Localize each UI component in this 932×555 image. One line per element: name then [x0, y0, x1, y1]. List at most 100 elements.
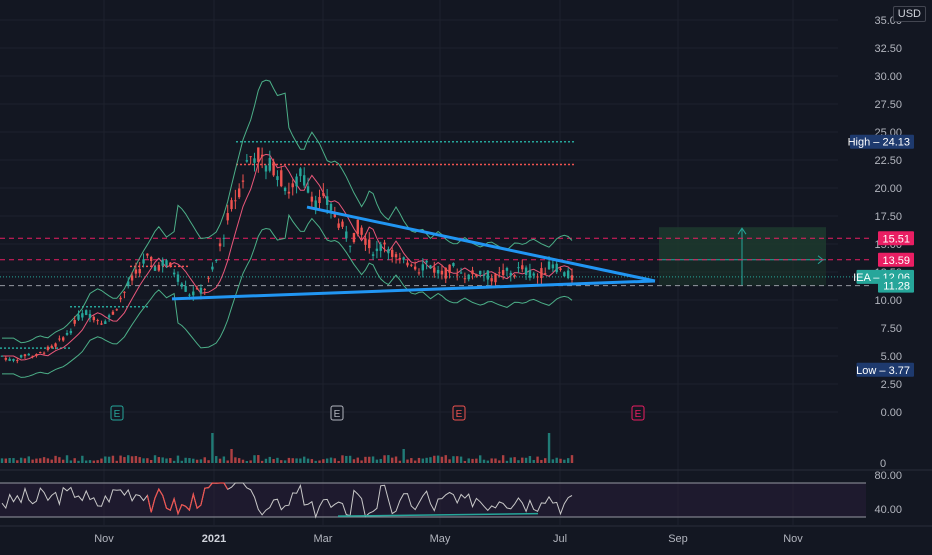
- volume-bar: [528, 456, 532, 463]
- volume-bar: [486, 460, 490, 463]
- volume-bar: [249, 460, 252, 463]
- candle-body: [490, 278, 493, 282]
- volume-bar: [172, 460, 176, 463]
- volume-bar: [149, 459, 153, 463]
- volume-bar: [371, 456, 375, 463]
- candle-body: [456, 274, 459, 276]
- volume-bar: [421, 458, 425, 463]
- volume-bar: [394, 456, 398, 463]
- candle-body: [413, 266, 417, 270]
- volume-bar: [111, 455, 115, 463]
- candle-body: [299, 168, 302, 177]
- volume-bar: [314, 460, 317, 463]
- volume-bar: [501, 455, 505, 463]
- candle-body: [463, 278, 467, 280]
- candle-body: [264, 165, 268, 172]
- grid-lines: [0, 0, 838, 525]
- candle-body: [203, 288, 206, 290]
- volume-bar: [283, 460, 287, 463]
- volume-bar: [77, 460, 80, 463]
- volume-bar: [234, 457, 237, 463]
- candle-body: [433, 267, 436, 273]
- volume-bar: [303, 456, 306, 463]
- candle-body: [62, 337, 65, 341]
- candle-body: [394, 254, 398, 258]
- candle-body: [505, 268, 509, 271]
- volume-bar: [0, 458, 4, 463]
- price-label-text: 13.59: [882, 255, 910, 267]
- volume-bar: [295, 458, 298, 463]
- volume-bar: [58, 457, 61, 463]
- earnings-marker: E: [110, 405, 124, 421]
- candle-body: [513, 275, 516, 277]
- candle-body: [272, 161, 275, 176]
- candle-body: [260, 154, 264, 157]
- candle-body: [268, 157, 271, 171]
- volume-bar: [12, 458, 15, 463]
- volume-bar: [337, 460, 340, 463]
- candles: [0, 147, 574, 364]
- rsi-axis-tick: 80.00: [874, 470, 902, 482]
- volume-bar: [306, 458, 310, 463]
- volume-bar: [368, 456, 371, 463]
- volume-bar: [92, 460, 96, 463]
- candle-body: [249, 156, 252, 158]
- triangle-lower-trendline: [171, 279, 656, 301]
- candle-body: [96, 320, 99, 322]
- candle-body: [551, 264, 555, 269]
- candle-body: [257, 147, 260, 162]
- candle-body: [478, 270, 482, 275]
- candle-body: [559, 268, 562, 270]
- price-label-box: [878, 278, 914, 293]
- volume-bar: [505, 460, 509, 463]
- candle-body: [0, 355, 4, 357]
- volume-bar: [299, 458, 302, 463]
- volume-bar: [96, 460, 99, 463]
- candle-body: [563, 272, 566, 277]
- volume-bar: [383, 455, 386, 463]
- price-label-text: 15.51: [882, 233, 910, 245]
- candle-body: [4, 357, 8, 360]
- projection-arrow-head: [737, 227, 747, 235]
- volume-bar: [188, 458, 191, 463]
- candle-body: [536, 276, 539, 278]
- candle-body: [165, 260, 168, 266]
- candle-body: [146, 253, 149, 256]
- candle-body: [509, 272, 512, 276]
- candle-body: [517, 267, 520, 269]
- candle-body: [16, 360, 19, 362]
- volume-bar: [142, 458, 145, 463]
- volume-bar: [566, 458, 570, 463]
- candle-body: [501, 270, 505, 276]
- candle-body: [368, 239, 371, 249]
- currency-label[interactable]: USD: [892, 6, 926, 22]
- volume-bar: [23, 458, 27, 463]
- volume-bar: [245, 460, 249, 463]
- candle-body: [410, 264, 413, 266]
- price-axis-tick: 27.50: [874, 99, 902, 111]
- candle-body: [180, 283, 183, 287]
- volume-bar: [547, 433, 551, 463]
- volume-bar: [341, 455, 344, 463]
- candle-body: [322, 192, 325, 196]
- volume-bar: [215, 456, 218, 463]
- price-label-box: [878, 252, 914, 267]
- volume-bar: [463, 460, 467, 463]
- volume-bar: [410, 458, 413, 463]
- volume-bar: [153, 455, 157, 463]
- candle-body: [532, 273, 535, 276]
- earnings-marker-label: E: [456, 409, 463, 420]
- volume-bar: [440, 456, 444, 463]
- earnings-marker: E: [330, 405, 344, 421]
- volume-bar: [563, 459, 566, 463]
- candle-body: [241, 180, 245, 182]
- candle-body: [65, 332, 69, 335]
- candle-body: [195, 287, 199, 290]
- volume-bar: [532, 459, 535, 463]
- candle-body: [566, 270, 570, 279]
- volume-bar: [35, 458, 38, 463]
- candle-body: [245, 160, 249, 162]
- candle-body: [84, 310, 88, 315]
- candle-body: [31, 355, 34, 357]
